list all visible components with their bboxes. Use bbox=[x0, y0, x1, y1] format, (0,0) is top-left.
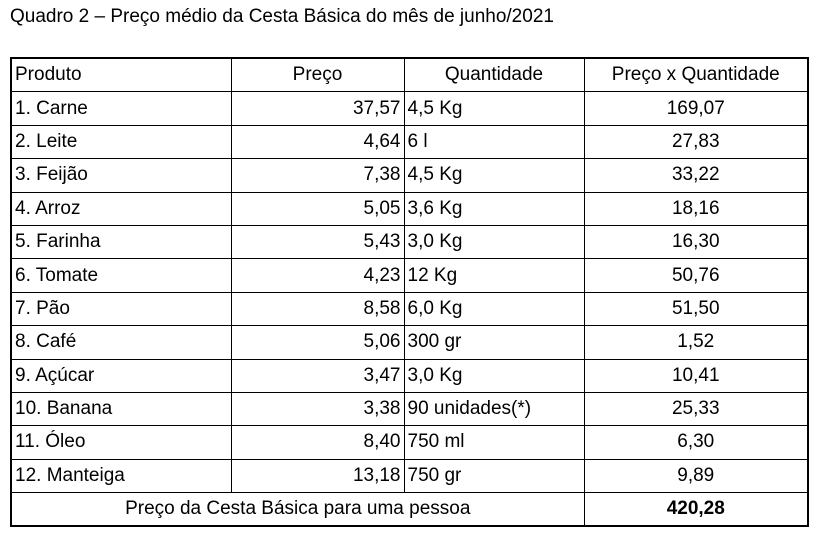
table-cell: 16,30 bbox=[583, 224, 809, 260]
table-cell: 169,07 bbox=[583, 91, 809, 126]
table-cell: 5,06 bbox=[230, 325, 405, 360]
table-cell: 27,83 bbox=[583, 124, 809, 160]
table-cell: 300 gr bbox=[403, 325, 585, 360]
table-cell: 2. Leite bbox=[10, 124, 232, 160]
data-row: 4. Arroz 5,05 3,6 Kg 18,16 bbox=[10, 191, 809, 226]
table-cell: 4. Arroz bbox=[10, 191, 232, 226]
data-row: 12. Manteiga 13,18 750 gr 9,89 bbox=[10, 458, 809, 494]
header-row: Produto Preço Quantidade Preço x Quantidade bbox=[10, 57, 809, 93]
table-cell: 6. Tomate bbox=[10, 258, 232, 293]
table-cell: 3,0 Kg bbox=[403, 224, 585, 260]
table-cell: 51,50 bbox=[583, 291, 809, 327]
table-cell: 6 l bbox=[403, 124, 585, 160]
table-cell: 4,5 Kg bbox=[403, 91, 585, 126]
table-cell: 8. Café bbox=[10, 325, 232, 360]
table-cell: 90 unidades(*) bbox=[403, 391, 585, 427]
table-cell: 3,47 bbox=[230, 358, 405, 393]
table-cell: 4,23 bbox=[230, 258, 405, 293]
header-cell: Quantidade bbox=[403, 57, 585, 93]
data-row: 11. Óleo 8,40 750 ml 6,30 bbox=[10, 425, 809, 460]
table-cell: 4,5 Kg bbox=[403, 158, 585, 193]
data-row: 2. Leite 4,64 6 l 27,83 bbox=[10, 124, 809, 160]
data-row: 9. Açúcar 3,47 3,0 Kg 10,41 bbox=[10, 358, 809, 393]
table-cell: 12 Kg bbox=[403, 258, 585, 293]
data-row: 3. Feijão 7,38 4,5 Kg 33,22 bbox=[10, 158, 809, 193]
table-cell: 8,58 bbox=[230, 291, 405, 327]
table-cell: 7,38 bbox=[230, 158, 405, 193]
table-cell: 10,41 bbox=[583, 358, 809, 393]
table-cell: 6,30 bbox=[583, 425, 809, 460]
table-cell: 9. Açúcar bbox=[10, 358, 232, 393]
data-row: 6. Tomate 4,23 12 Kg 50,76 bbox=[10, 258, 809, 293]
table-title: Quadro 2 – Preço médio da Cesta Básica d… bbox=[10, 6, 554, 27]
table-cell: 3,6 Kg bbox=[403, 191, 585, 226]
data-row: 10. Banana 3,38 90 unidades(*) 25,33 bbox=[10, 391, 809, 427]
data-row: 1. Carne 37,57 4,5 Kg 169,07 bbox=[10, 91, 809, 126]
price-table: Produto Preço Quantidade Preço x Quantidade… bbox=[10, 57, 809, 528]
table-cell: 8,40 bbox=[230, 425, 405, 460]
table-cell: 33,22 bbox=[583, 158, 809, 193]
data-row: 5. Farinha 5,43 3,0 Kg 16,30 bbox=[10, 224, 809, 260]
table-cell: 5,05 bbox=[230, 191, 405, 226]
table-body: Produto Preço Quantidade Preço x Quantidade… bbox=[10, 57, 809, 527]
table-cell: 18,16 bbox=[583, 191, 809, 226]
table-cell: 25,33 bbox=[583, 391, 809, 427]
table-cell: 750 ml bbox=[403, 425, 585, 460]
table-cell: 750 gr bbox=[403, 458, 585, 494]
data-row: 8. Café 5,06 300 gr 1,52 bbox=[10, 325, 809, 360]
table-cell: 7. Pão bbox=[10, 291, 232, 327]
table-cell: 50,76 bbox=[583, 258, 809, 293]
table-cell: 6,0 Kg bbox=[403, 291, 585, 327]
table-cell: 11. Óleo bbox=[10, 425, 232, 460]
table-cell: 1. Carne bbox=[10, 91, 232, 126]
footer-total: 420,28 bbox=[583, 492, 809, 527]
table-cell: 5,43 bbox=[230, 224, 405, 260]
footer-label: Preço da Cesta Básica para uma pessoa bbox=[10, 492, 585, 527]
table-cell: 10. Banana bbox=[10, 391, 232, 427]
footer-row: Preço da Cesta Básica para uma pessoa 420… bbox=[10, 492, 809, 527]
header-cell: Produto bbox=[10, 57, 232, 93]
table-cell: 1,52 bbox=[583, 325, 809, 360]
table-cell: 37,57 bbox=[230, 91, 405, 126]
table-cell: 3,0 Kg bbox=[403, 358, 585, 393]
header-cell: Preço x Quantidade bbox=[583, 57, 809, 93]
header-cell: Preço bbox=[230, 57, 405, 93]
table-cell: 12. Manteiga bbox=[10, 458, 232, 494]
table-cell: 4,64 bbox=[230, 124, 405, 160]
table-cell: 5. Farinha bbox=[10, 224, 232, 260]
table-cell: 3,38 bbox=[230, 391, 405, 427]
table-cell: 13,18 bbox=[230, 458, 405, 494]
data-row: 7. Pão 8,58 6,0 Kg 51,50 bbox=[10, 291, 809, 327]
table-cell: 3. Feijão bbox=[10, 158, 232, 193]
table-cell: 9,89 bbox=[583, 458, 809, 494]
